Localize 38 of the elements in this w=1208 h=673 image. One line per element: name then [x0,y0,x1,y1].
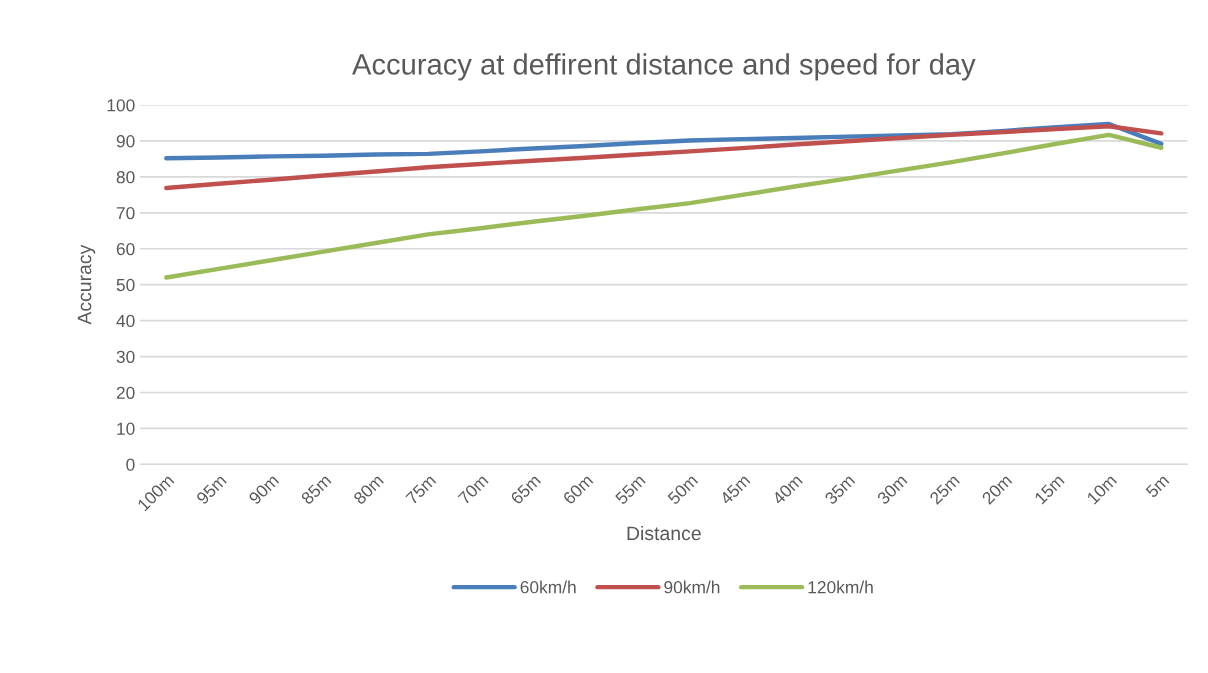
x-tick-label: 20m [981,473,1013,505]
x-tick-label: 70m [457,473,489,505]
x-tick-label: 15m [1034,473,1065,505]
x-tick-label: 90m [248,473,280,506]
x-tick-label: 60m [562,473,594,505]
x-tick-label: 10m [1086,473,1118,505]
y-tick-label: 0 [126,458,135,471]
x-tick-label: 5m [1145,473,1170,499]
y-tick-label: 70 [116,206,135,220]
x-tick-label: 30m [876,473,908,506]
y-tick-label: 60 [116,242,135,256]
line-series [164,123,1164,191]
x-tick-label: 35m [823,473,856,506]
x-tick-label: 25m [928,473,961,505]
y-tick-label: 80 [116,171,135,184]
y-tick-label: 30 [116,350,135,364]
x-tick-label: 50m [666,473,699,506]
legend-label: 120km/h [808,580,873,594]
y-tick-label: 90 [116,135,135,148]
x-axis-title: Distance [627,525,701,541]
y-tick-label: 40 [116,314,135,328]
y-tick-label: 50 [116,278,135,292]
x-tick-label: 85m [300,473,332,506]
legend-label: 60km/h [520,580,576,594]
line-series [164,132,1164,280]
y-tick-label: 10 [117,422,135,435]
x-tick-label: 40m [771,473,803,506]
x-tick-label: 75m [405,473,437,505]
x-tick-label: 45m [719,473,751,506]
x-tick-label: 95m [195,473,227,506]
legend-label: 90km/h [664,580,720,594]
chart-title: Accuracy at deffirent distance and speed for day [352,53,976,81]
x-tick-label: 65m [509,473,542,505]
x-tick-label: 80m [352,473,384,506]
y-axis-title: Accuracy [77,244,96,325]
x-tick-label: 55m [614,473,646,506]
y-tick-label: 20 [116,386,135,399]
y-tick-label: 100 [107,99,135,112]
